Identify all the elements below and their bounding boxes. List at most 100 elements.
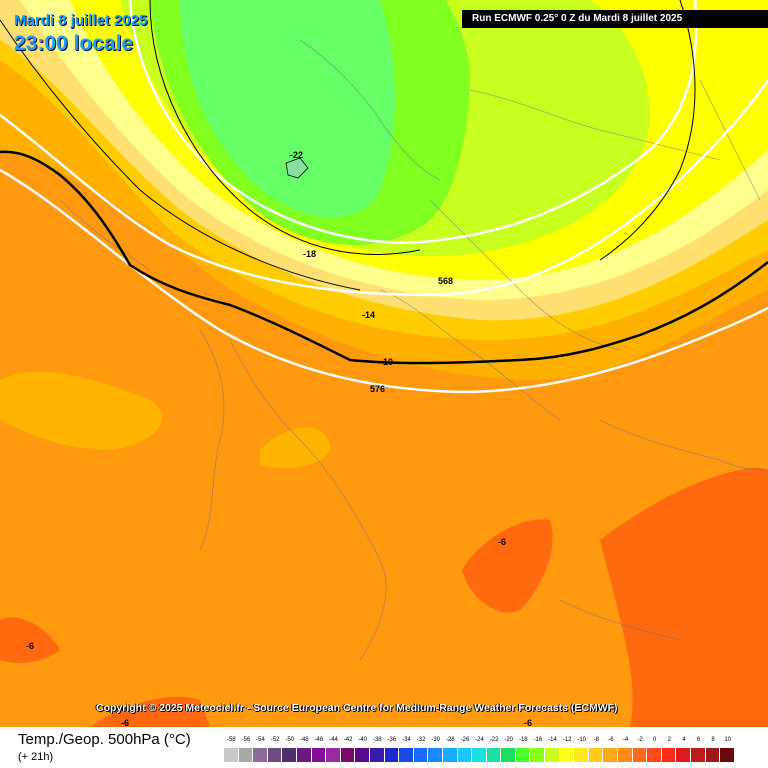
scale-tick-label: 2	[667, 737, 671, 743]
label-temp-minus6-west: -6	[26, 641, 35, 651]
legend-title: Temp./Geop. 500hPa (°C)	[18, 731, 191, 748]
scale-swatch	[428, 748, 443, 762]
scale-tick-label: 10	[724, 737, 732, 743]
scale-swatch	[326, 748, 341, 762]
scale-swatch	[661, 748, 677, 762]
scale-swatch	[472, 748, 487, 762]
label-temp-minus6-south: -6	[121, 718, 130, 728]
scale-tick-label: -8	[593, 737, 599, 743]
scale-swatches	[224, 748, 735, 762]
scale-tick-label: -52	[270, 737, 280, 743]
isotherm-thin-3	[149, 0, 421, 255]
weather-map: Mardi 8 juillet 2025 23:00 locale Run EC…	[0, 0, 768, 728]
isotherm-thin-2	[599, 0, 696, 261]
scale-tick-label: 4	[682, 737, 686, 743]
scale-swatch	[296, 748, 312, 762]
scale-tick-label: -14	[548, 737, 557, 743]
scale-swatch	[720, 748, 735, 762]
scale-swatch	[559, 748, 575, 762]
coastlines	[59, 39, 768, 661]
warm-blob-center	[462, 519, 553, 613]
scale-tick-label: -24	[475, 737, 484, 743]
scale-tick-label: -58	[226, 737, 236, 743]
warm-blob-east	[600, 467, 768, 727]
scale-swatch	[501, 748, 516, 762]
scale-tick-label: -10	[577, 737, 587, 743]
scale-swatch	[486, 748, 502, 762]
scale-tick-label: -28	[445, 737, 455, 743]
scale-swatch	[282, 748, 297, 762]
warm-blob-south	[90, 696, 210, 727]
patch-yellow-west	[0, 371, 163, 450]
scale-swatch	[515, 748, 531, 762]
label-temp-minus14: -14	[362, 310, 376, 320]
label-temp-minus6-center: -6	[498, 537, 507, 547]
scale-swatch	[705, 748, 721, 762]
scale-tick-label: -12	[562, 737, 572, 743]
scale-swatch	[618, 748, 633, 762]
scale-swatch	[457, 748, 473, 762]
scale-swatch	[369, 748, 385, 762]
scale-tick-label: -18	[518, 737, 528, 743]
scale-swatch	[355, 748, 370, 762]
scale-tick-label: -32	[416, 737, 426, 743]
scale-swatch	[676, 748, 691, 762]
scale-swatch	[574, 748, 589, 762]
scale-tick-label: -56	[241, 737, 251, 743]
scale-tick-label: -36	[387, 737, 397, 743]
scale-swatch	[545, 748, 560, 762]
scale-swatch	[253, 748, 268, 762]
legend-lead-time: (+ 21h)	[18, 751, 54, 763]
scale-swatch	[442, 748, 458, 762]
scale-tick-label: 0	[653, 737, 657, 743]
label-temp-minus10: -10	[380, 357, 394, 367]
scale-tick-label: -40	[358, 737, 368, 743]
geop-568-line	[0, 79, 768, 297]
copyright-notice: Copyright © 2025 Meteociel.fr - Source E…	[96, 702, 618, 714]
label-geop-568: 568	[438, 276, 454, 286]
scale-tick-label: -34	[402, 737, 411, 743]
scale-tick-label: -50	[285, 737, 295, 743]
scale-swatch	[413, 748, 429, 762]
scale-tick-label: -2	[637, 737, 643, 743]
scale-tick-label: -48	[299, 737, 309, 743]
geop-576-line	[0, 168, 768, 394]
isotherm-minus10	[0, 150, 768, 365]
cold-cell-minus22	[285, 157, 309, 179]
label-temp-minus18: -18	[303, 249, 317, 259]
scale-tick-label: 8	[711, 737, 715, 743]
scale-swatch	[399, 748, 414, 762]
scale-tick-label: -46	[314, 737, 324, 743]
isotherm-thin-1	[0, 19, 361, 291]
temp-band-minus22	[180, 0, 395, 218]
scale-swatch	[224, 748, 239, 762]
scale-tick-label: -30	[431, 737, 441, 743]
scale-tick-label: 6	[696, 737, 701, 743]
scale-tick-label: -38	[372, 737, 382, 743]
legend-footer: Temp./Geop. 500hPa (°C) (+ 21h) -58 -56 -5…	[0, 727, 768, 768]
scale-tick-label: -26	[460, 737, 470, 743]
map-canvas	[0, 0, 768, 727]
label-temp-minus6-south-east: -6	[524, 718, 533, 728]
scale-swatch	[632, 748, 648, 762]
scale-tick-label: -54	[256, 737, 265, 743]
scale-swatch	[530, 748, 546, 762]
scale-tick-label: -44	[329, 737, 338, 743]
scale-swatch	[340, 748, 356, 762]
scale-swatch	[238, 748, 254, 762]
map-local-time: 23:00 locale	[14, 32, 134, 55]
run-info-bar: Run ECMWF 0.25° 0 Z du Mardi 8 juillet 2…	[462, 10, 768, 28]
label-temp-minus22: -22	[290, 150, 304, 160]
scale-tick-label: -16	[533, 737, 543, 743]
scale-swatch	[691, 748, 706, 762]
scale-swatch	[311, 748, 327, 762]
scale-tick-label: -22	[489, 737, 499, 743]
map-date: Mardi 8 juillet 2025	[14, 12, 148, 29]
warm-blob-west	[0, 617, 60, 663]
scale-tick-label: -4	[622, 737, 629, 743]
label-geop-576: 576	[370, 384, 386, 394]
scale-swatch	[647, 748, 662, 762]
patch-yellow-center	[260, 427, 330, 468]
scale-tick-label: -42	[343, 737, 353, 743]
scale-swatch	[603, 748, 619, 762]
